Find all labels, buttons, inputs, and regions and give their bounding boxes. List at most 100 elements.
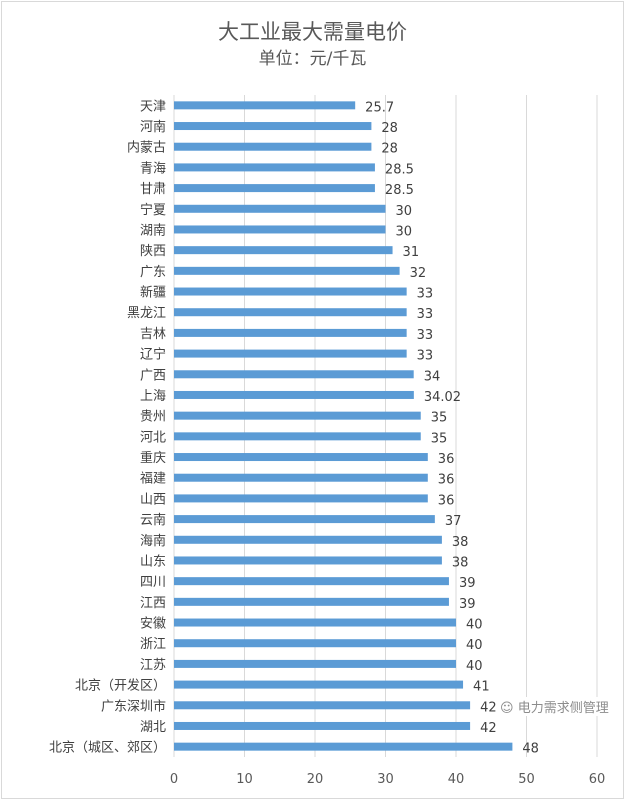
bar bbox=[174, 101, 356, 110]
data-label: 48 bbox=[522, 742, 539, 757]
category-label: 湖南 bbox=[140, 222, 166, 238]
data-label: 36 bbox=[438, 473, 455, 488]
data-label: 38 bbox=[452, 555, 469, 570]
data-label: 38 bbox=[452, 535, 469, 550]
category-label: 吉林 bbox=[140, 327, 166, 342]
bar bbox=[174, 639, 456, 648]
bar bbox=[174, 308, 407, 317]
category-label: 重庆 bbox=[140, 450, 166, 466]
category-label: 宁夏 bbox=[140, 202, 166, 218]
bar bbox=[174, 494, 428, 503]
data-label: 40 bbox=[466, 618, 483, 633]
bar bbox=[174, 473, 428, 482]
category-label: 河北 bbox=[140, 430, 166, 445]
wechat-icon: ☺ bbox=[500, 701, 518, 716]
category-label: 四川 bbox=[140, 575, 166, 590]
category-label: 山西 bbox=[140, 492, 166, 507]
data-label: 40 bbox=[466, 638, 483, 653]
bar bbox=[174, 287, 407, 296]
x-tick-label: 40 bbox=[448, 772, 465, 787]
x-tick-label: 0 bbox=[170, 772, 178, 787]
category-label: 上海 bbox=[140, 389, 166, 404]
bar bbox=[174, 535, 442, 544]
category-label: 贵州 bbox=[140, 410, 166, 425]
data-label: 36 bbox=[438, 493, 455, 508]
data-label: 33 bbox=[417, 287, 434, 302]
data-label: 28.5 bbox=[385, 183, 414, 198]
category-label: 浙江 bbox=[140, 637, 166, 652]
bar bbox=[174, 680, 464, 689]
data-label: 36 bbox=[438, 452, 455, 467]
data-label: 28.5 bbox=[385, 162, 414, 177]
bar bbox=[174, 184, 375, 193]
watermark: ☺ 电力需求侧管理 bbox=[500, 697, 609, 716]
data-label: 33 bbox=[417, 349, 434, 364]
data-label: 42 bbox=[480, 721, 497, 736]
bar bbox=[174, 411, 421, 420]
bar bbox=[174, 618, 456, 627]
data-label: 37 bbox=[445, 514, 462, 529]
data-label: 35 bbox=[431, 431, 448, 446]
bar bbox=[174, 390, 414, 399]
data-label: 34 bbox=[424, 369, 441, 384]
data-label: 32 bbox=[410, 266, 427, 281]
category-label: 北京（开发区） bbox=[75, 678, 166, 694]
data-label: 41 bbox=[473, 680, 490, 695]
category-label: 河南 bbox=[140, 119, 166, 135]
bar bbox=[174, 328, 407, 337]
bar bbox=[174, 721, 471, 730]
bar bbox=[174, 577, 449, 586]
data-label: 42 bbox=[480, 700, 497, 715]
category-label: 福建 bbox=[140, 472, 166, 487]
category-label: 云南 bbox=[140, 512, 166, 528]
category-label: 广东深圳市 bbox=[101, 698, 166, 714]
bar bbox=[174, 701, 471, 710]
bar bbox=[174, 246, 393, 255]
bar bbox=[174, 597, 449, 606]
category-label: 北京（城区、郊区） bbox=[49, 740, 166, 756]
bar bbox=[174, 122, 372, 131]
data-label: 35 bbox=[431, 411, 448, 426]
chart-title: 大工业最大需量电价 bbox=[218, 20, 407, 44]
category-label: 江西 bbox=[140, 596, 166, 611]
data-label: 39 bbox=[459, 597, 476, 612]
chart-subtitle: 单位：元/千瓦 bbox=[258, 49, 367, 69]
category-label: 广东 bbox=[140, 265, 166, 280]
bar bbox=[174, 370, 414, 379]
category-label: 辽宁 bbox=[140, 347, 166, 363]
bar bbox=[174, 556, 442, 565]
x-tick-label: 20 bbox=[307, 772, 324, 787]
category-label: 山东 bbox=[140, 554, 166, 569]
data-label: 33 bbox=[417, 307, 434, 322]
data-label: 30 bbox=[396, 204, 413, 219]
x-tick-label: 60 bbox=[589, 772, 606, 787]
data-label: 28 bbox=[381, 121, 398, 136]
category-label: 天津 bbox=[140, 99, 166, 114]
category-label: 青海 bbox=[140, 161, 166, 176]
bar bbox=[174, 163, 375, 172]
bar bbox=[174, 225, 386, 234]
bar bbox=[174, 204, 386, 213]
bar bbox=[174, 432, 421, 441]
x-tick-label: 10 bbox=[236, 772, 253, 787]
bar bbox=[174, 349, 407, 358]
data-label: 25.7 bbox=[365, 100, 394, 115]
category-label: 安徽 bbox=[140, 617, 166, 632]
data-label: 28 bbox=[381, 142, 398, 157]
category-label: 广西 bbox=[140, 368, 166, 383]
category-label: 海南 bbox=[140, 533, 166, 549]
data-label: 33 bbox=[417, 328, 434, 343]
category-label: 陕西 bbox=[140, 244, 166, 259]
data-label: 31 bbox=[403, 245, 420, 260]
data-label: 39 bbox=[459, 576, 476, 591]
category-label: 甘肃 bbox=[140, 182, 166, 197]
bar bbox=[174, 515, 435, 524]
data-label: 30 bbox=[396, 224, 413, 239]
bar bbox=[174, 266, 400, 275]
bar bbox=[174, 659, 456, 668]
bar bbox=[174, 742, 513, 751]
x-tick-label: 50 bbox=[518, 772, 535, 787]
category-label: 新疆 bbox=[140, 285, 166, 301]
